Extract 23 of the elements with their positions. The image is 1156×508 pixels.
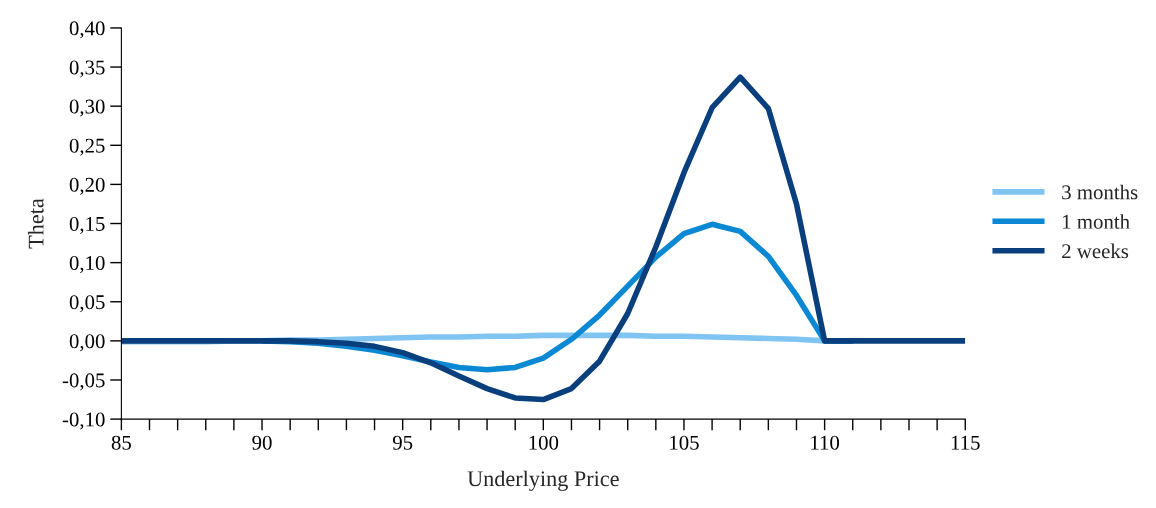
x-tick-label: 105	[670, 435, 699, 450]
y-tick-label: 0,40	[69, 21, 105, 39]
x-tick-label: 115	[951, 435, 980, 450]
x-axis-title: Underlying Price	[467, 470, 619, 491]
x-tick-label: 90	[252, 435, 272, 450]
y-tick-label: 0,30	[69, 99, 105, 117]
legend-label: 2 weeks	[1062, 243, 1129, 259]
y-tick-label: 0,05	[69, 295, 105, 313]
x-tick-label: 110	[811, 435, 840, 450]
y-axis-title: Theta	[27, 198, 44, 249]
y-tick-label: 0,20	[69, 177, 105, 195]
y-tick-label: 0,25	[69, 138, 105, 156]
y-tick-label: 0,10	[69, 256, 105, 274]
legend-label: 1 month	[1063, 214, 1130, 229]
x-tick-label: 100	[529, 435, 559, 450]
y-tick-label: 0,35	[69, 60, 105, 78]
legend-label: 3 months	[1062, 184, 1138, 200]
x-tick-label: 85	[111, 435, 131, 450]
y-tick-label: 0,00	[69, 334, 105, 352]
y-tick-label: -0,10	[62, 412, 105, 430]
y-tick-label: -0,05	[62, 373, 105, 391]
y-tick-label: 0,15	[69, 216, 105, 234]
x-tick-label: 95	[392, 435, 413, 450]
